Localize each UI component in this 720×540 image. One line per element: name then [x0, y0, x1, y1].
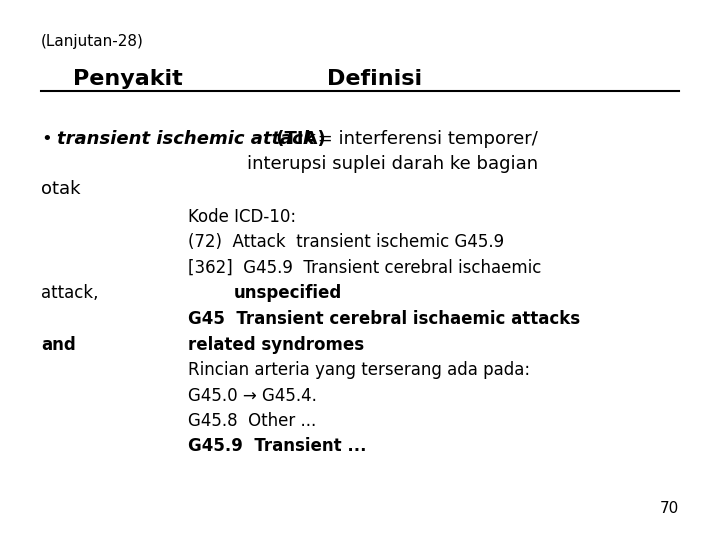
- Text: and: and: [41, 335, 76, 354]
- Text: G45  Transient cerebral ischaemic attacks: G45 Transient cerebral ischaemic attacks: [188, 310, 580, 328]
- Text: (TIA): (TIA): [270, 130, 326, 148]
- Text: Kode ICD-10:: Kode ICD-10:: [188, 208, 296, 226]
- Text: attack,: attack,: [41, 284, 99, 302]
- Text: related syndromes: related syndromes: [188, 335, 364, 354]
- Text: (Lanjutan-28): (Lanjutan-28): [41, 33, 144, 49]
- Text: interupsi suplei darah ke bagian: interupsi suplei darah ke bagian: [247, 155, 538, 173]
- Text: G45.8  Other ...: G45.8 Other ...: [188, 412, 316, 430]
- Text: transient ischemic attack: transient ischemic attack: [57, 130, 315, 148]
- Text: [362]  G45.9  Transient cerebral ischaemic: [362] G45.9 Transient cerebral ischaemic: [188, 259, 541, 276]
- Text: G45.9  Transient ...: G45.9 Transient ...: [188, 437, 366, 455]
- Text: otak: otak: [41, 180, 81, 198]
- Text: Definisi: Definisi: [327, 69, 422, 89]
- Text: G45.0 → G45.4.: G45.0 → G45.4.: [188, 387, 317, 404]
- Text: = interferensi temporer/: = interferensi temporer/: [312, 130, 538, 148]
- Text: (72)  Attack  transient ischemic G45.9: (72) Attack transient ischemic G45.9: [188, 233, 504, 252]
- Text: Penyakit: Penyakit: [73, 69, 183, 89]
- Text: •: •: [41, 130, 52, 148]
- Text: Rincian arteria yang terserang ada pada:: Rincian arteria yang terserang ada pada:: [188, 361, 530, 379]
- Text: unspecified: unspecified: [234, 284, 343, 302]
- Text: 70: 70: [660, 501, 679, 516]
